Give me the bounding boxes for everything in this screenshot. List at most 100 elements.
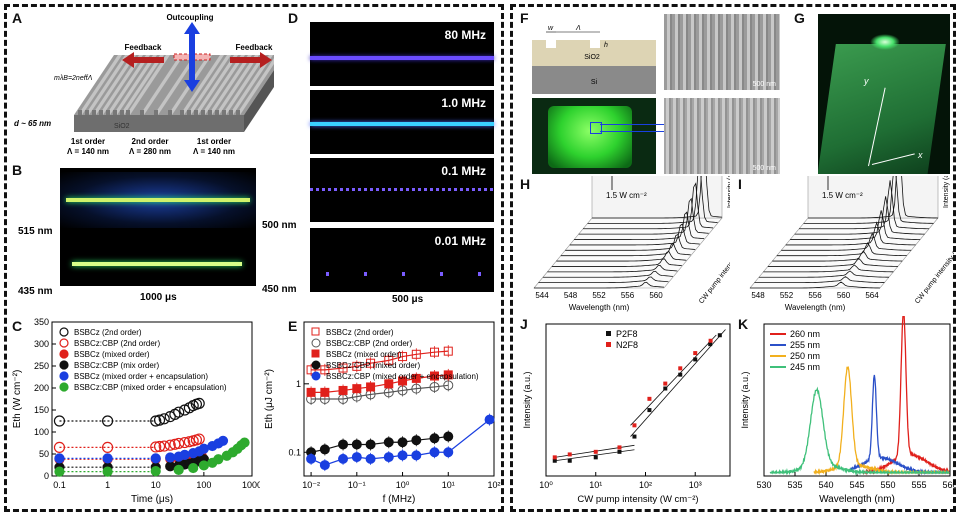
e-series-4-point-7 <box>411 450 422 461</box>
b-wl-top: 515 nm <box>18 226 53 237</box>
e-series-2-point-7 <box>411 373 421 383</box>
k-xlabel: Wavelength (nm) <box>819 494 895 505</box>
ridge-front-1 <box>85 110 89 115</box>
c-legend-marker-5 <box>59 382 69 392</box>
waterH-pump-bottom: 1.5 W cm⁻² <box>606 191 647 200</box>
j-legend-marker-1 <box>606 342 611 347</box>
c-ytick-label-3: 150 <box>34 405 49 415</box>
sio2-label: SiO2 <box>114 123 130 130</box>
k-series-3-line <box>769 386 950 476</box>
c-series-5-point-3 <box>173 464 184 475</box>
e-series-3-point-4 <box>365 439 376 450</box>
c-series-4-point-3 <box>165 452 176 463</box>
feedback-left-text: Feedback <box>125 43 162 52</box>
c-legend-marker-1 <box>59 338 69 348</box>
e-series-2-point-8 <box>430 371 440 381</box>
waterI-trace-13 <box>750 281 881 289</box>
e-legend-marker-3 <box>311 360 321 370</box>
c-legend-marker-0 <box>59 327 69 337</box>
waterfall-i: 548 552 556 560 564 Wavelength (nm) CW pump in… <box>749 176 954 312</box>
j-series-0-point-1 <box>567 458 572 463</box>
c-xtick-label-2: 10 <box>151 480 161 490</box>
c-ytick-label-2: 100 <box>34 427 49 437</box>
j-series-0-point-8 <box>693 357 698 362</box>
j-series-0-point-4 <box>632 434 637 439</box>
c-ytick-label-4: 200 <box>34 383 49 393</box>
e-series-3-point-9 <box>443 431 454 442</box>
order-2-period: Λ = 280 nm <box>129 147 171 156</box>
ridge-19 <box>236 58 274 115</box>
c-series-1-point-4 <box>158 440 170 452</box>
panel-label-a: A <box>12 10 23 26</box>
c-series-1-point-5 <box>164 439 176 451</box>
zoom-arrow <box>600 124 665 132</box>
c-series-1-point-0 <box>53 441 66 453</box>
c-series-4-point-2 <box>150 453 161 464</box>
e-series-3-point-6 <box>397 437 408 448</box>
k-xtick-label-2: 540 <box>818 480 833 490</box>
order-1-period: Λ = 140 nm <box>67 147 109 156</box>
film-glow <box>818 44 946 174</box>
c-series-1-point-12 <box>193 433 205 445</box>
substrate-front <box>74 115 244 132</box>
panel-label-b: B <box>12 162 23 178</box>
panel-label-j: J <box>520 316 528 332</box>
c-series-0-point-12 <box>193 397 205 410</box>
c-series-4-point-0 <box>54 453 65 464</box>
c-ytick-label-6: 300 <box>34 339 49 349</box>
ridge-9 <box>154 55 198 115</box>
ridge-front-16 <box>215 110 219 115</box>
waterI-trace-5 <box>785 221 916 246</box>
feedback-arrow-left <box>122 52 164 68</box>
ridge-front-12 <box>187 110 191 115</box>
j-series-1-point-3 <box>617 445 622 450</box>
j-series-0-fit-high <box>630 329 726 437</box>
ridge-5 <box>113 55 157 115</box>
j-series-1-point-0 <box>552 455 557 460</box>
sem-image-bottom: 500 nm <box>664 98 780 174</box>
waterH-tick-0: 544 <box>535 291 549 300</box>
e-ylabel: Eth (μJ cm⁻²) <box>264 369 275 429</box>
e-legend-marker-4 <box>311 371 321 381</box>
e-series-2-point-5 <box>384 379 394 389</box>
grating-cross-section: w Λ h SiO2 Si <box>532 25 656 94</box>
j-series-0-point-9 <box>708 342 713 347</box>
j-xtick-label-1: 10¹ <box>589 480 602 490</box>
b-time-label: 1000 μs <box>140 292 177 303</box>
device-glow <box>548 106 632 168</box>
e-xtick-label-2: 10⁰ <box>396 480 410 490</box>
waterI-tick-2: 556 <box>808 291 822 300</box>
ridge-3 <box>99 55 143 115</box>
c-xtick-label-4: 1000 <box>242 480 260 490</box>
sem-scale-1: 500 nm <box>752 81 776 88</box>
waterH-trace-8 <box>556 251 687 262</box>
waterH-trace-5 <box>569 223 700 246</box>
c-series-0-point-1 <box>101 415 114 427</box>
waterI-trace-3 <box>794 196 925 235</box>
c-series-0-point-3 <box>153 414 166 426</box>
ridge-0 <box>78 55 122 115</box>
e-series-2-line <box>311 374 449 393</box>
lasing-photo: y x <box>818 14 950 174</box>
k-xtick-label-1: 535 <box>787 480 802 490</box>
c-series-5-point-7 <box>213 454 224 465</box>
grating-schematic: Outcoupling Feedback Feedback mλB=2neffΛ… <box>14 13 274 156</box>
j-series-0-point-5 <box>647 408 652 413</box>
j-series-0-point-7 <box>678 372 683 377</box>
ridge-front-0 <box>78 110 82 115</box>
ridge-front-7 <box>126 110 130 115</box>
c-ytick-label-0: 0 <box>44 471 49 481</box>
e-series-1-point-8 <box>429 381 440 392</box>
bragg-equation: mλB=2neffΛ <box>54 75 93 82</box>
e-series-3-point-7 <box>411 435 422 446</box>
c-series-1-point-7 <box>173 437 185 450</box>
k-ylabel: Intensity (a.u.) <box>740 371 750 428</box>
e-series-3-point-2 <box>338 439 349 450</box>
ridge-18 <box>229 55 273 115</box>
ridge-front-13 <box>194 110 198 115</box>
k-xtick-label-5: 555 <box>911 480 926 490</box>
e-series-4-point-0 <box>306 453 317 464</box>
ridge-front-5 <box>113 110 117 115</box>
e-xtick-label-0: 10⁻² <box>302 480 320 490</box>
e-series-2-point-2 <box>338 385 348 395</box>
